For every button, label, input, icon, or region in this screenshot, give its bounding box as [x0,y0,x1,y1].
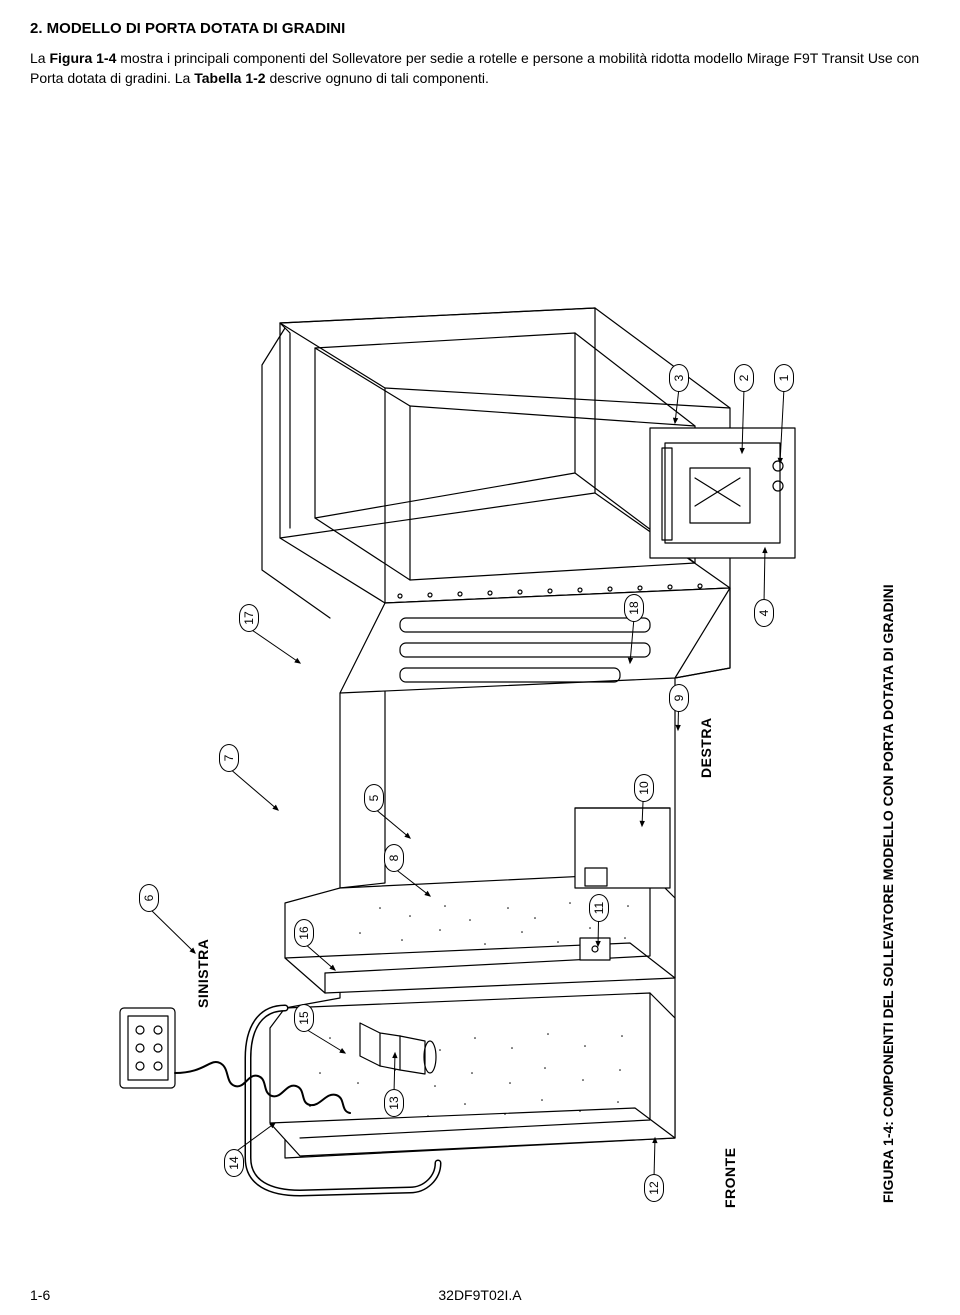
section-paragraph: La Figura 1-4 mostra i principali compon… [30,49,930,88]
section-heading: 2. MODELLO DI PORTA DOTATA DI GRADINI [30,20,930,37]
table-reference: Tabella 1-2 [194,70,265,86]
footer-doc-code: 32DF9T02I.A [438,1287,521,1303]
callout-6: 6 [139,884,159,912]
callout-16: 16 [294,919,314,947]
para-post: descrive ognuno di tali componenti. [266,70,489,86]
callout-4: 4 [754,599,774,627]
callout-1: 1 [774,364,794,392]
callout-10: 10 [634,774,654,802]
callout-18: 18 [624,594,644,622]
callout-11: 11 [589,894,609,922]
callout-17: 17 [239,604,259,632]
callout-15: 15 [294,1004,314,1032]
callout-8: 8 [384,844,404,872]
callout-3: 3 [669,364,689,392]
page-footer: 1-6 32DF9T02I.A [30,1287,930,1303]
callout-9: 9 [669,684,689,712]
callout-2: 2 [734,364,754,392]
figure-container: RETRO SINISTRA DESTRA FRONTE FIGURA 1-4:… [30,108,930,1198]
callout-12: 12 [644,1174,664,1202]
callout-5: 5 [364,784,384,812]
para-pre: La [30,50,49,66]
footer-page-number: 1-6 [30,1287,50,1303]
figure-drawing [30,108,930,1228]
callout-7: 7 [219,744,239,772]
callout-13: 13 [384,1089,404,1117]
figure-reference: Figura 1-4 [49,50,116,66]
callout-14: 14 [224,1149,244,1177]
